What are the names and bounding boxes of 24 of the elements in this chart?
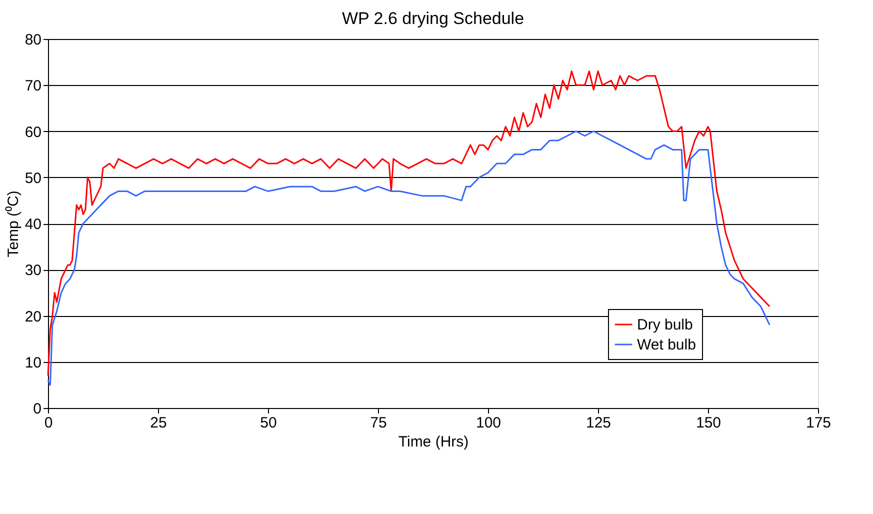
y-tick-label: 60 <box>24 124 42 141</box>
x-tick-label: 0 <box>44 414 53 432</box>
x-tick-label: 175 <box>806 414 832 432</box>
y-tick-label: 80 <box>24 32 42 48</box>
x-tick-label: 150 <box>696 414 722 432</box>
x-tick-label: 125 <box>586 414 612 432</box>
x-tick-label: 75 <box>370 414 387 432</box>
x-axis-title: Time (Hrs) <box>398 434 469 450</box>
line-series <box>47 130 770 386</box>
legend-label: Wet bulb <box>637 336 696 354</box>
x-tick-label: 25 <box>150 414 167 432</box>
y-tick-label: 40 <box>24 216 42 233</box>
legend-label: Dry bulb <box>637 316 693 334</box>
y-tick-label: 20 <box>24 308 42 326</box>
y-axis-title: Temp (⁰C) <box>4 190 22 258</box>
y-tick-label: 0 <box>33 400 42 418</box>
y-tick-label: 10 <box>24 354 42 372</box>
line-series <box>47 70 770 376</box>
chart-title: WP 2.6 drying Schedule <box>342 9 524 28</box>
x-tick-label: 50 <box>260 414 277 432</box>
y-tick-label: 30 <box>24 262 42 280</box>
y-tick-label: 70 <box>24 78 42 95</box>
y-tick-label: 50 <box>24 170 42 187</box>
x-tick-label: 100 <box>476 414 502 432</box>
